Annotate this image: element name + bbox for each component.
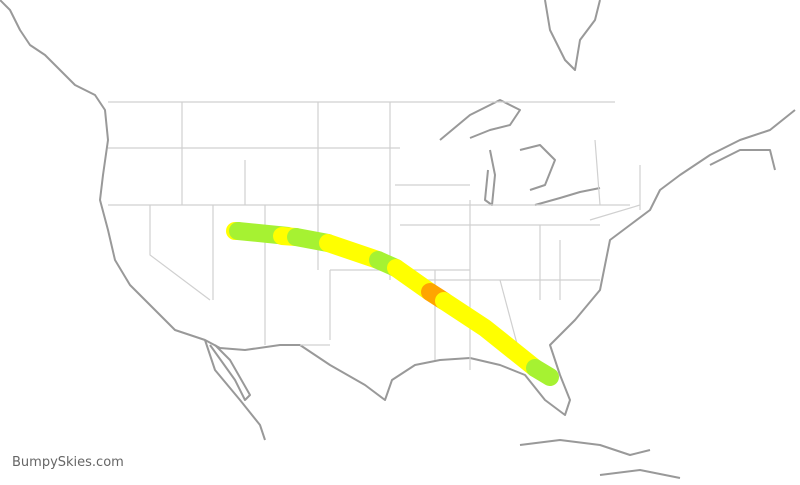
brand-watermark[interactable]: BumpySkies.com	[12, 455, 124, 470]
flight-route	[226, 222, 559, 386]
state-borders	[108, 101, 641, 370]
route-segment-smooth	[526, 359, 559, 386]
route-segment-light	[435, 292, 544, 377]
